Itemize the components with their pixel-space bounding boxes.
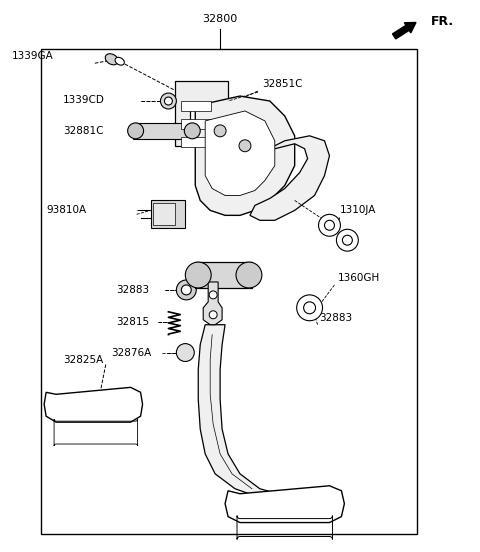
- Polygon shape: [153, 204, 175, 225]
- Circle shape: [239, 140, 251, 152]
- Bar: [41, 49, 417, 533]
- Ellipse shape: [115, 57, 124, 65]
- Bar: [181, 137, 211, 147]
- Polygon shape: [205, 111, 275, 195]
- Circle shape: [214, 125, 226, 137]
- Text: FR.: FR.: [431, 15, 454, 28]
- Text: 1339GA: 1339GA: [12, 51, 53, 61]
- Circle shape: [297, 295, 323, 321]
- Polygon shape: [44, 388, 143, 422]
- Polygon shape: [250, 136, 329, 220]
- Circle shape: [304, 302, 315, 314]
- Circle shape: [176, 343, 194, 362]
- Bar: [181, 101, 211, 111]
- Polygon shape: [195, 96, 295, 215]
- Circle shape: [236, 262, 262, 288]
- Text: 32883: 32883: [116, 285, 149, 295]
- Ellipse shape: [105, 54, 118, 65]
- Polygon shape: [225, 486, 344, 523]
- Circle shape: [209, 291, 217, 299]
- Text: 32815: 32815: [116, 317, 149, 327]
- Circle shape: [181, 285, 192, 295]
- Polygon shape: [198, 325, 305, 496]
- Polygon shape: [132, 123, 195, 139]
- Circle shape: [128, 123, 144, 139]
- Bar: [181, 119, 211, 129]
- Text: 1310JA: 1310JA: [339, 205, 376, 215]
- Circle shape: [342, 235, 352, 245]
- Text: 32825A: 32825A: [63, 354, 103, 364]
- Text: 32883: 32883: [320, 313, 353, 323]
- Circle shape: [324, 220, 335, 230]
- Text: 32876A: 32876A: [111, 348, 151, 358]
- Polygon shape: [175, 81, 228, 146]
- Polygon shape: [151, 200, 185, 229]
- Text: 1339CD: 1339CD: [63, 95, 105, 105]
- Polygon shape: [195, 262, 252, 288]
- Text: 32881C: 32881C: [63, 126, 104, 136]
- Circle shape: [176, 280, 196, 300]
- Circle shape: [160, 93, 176, 109]
- Polygon shape: [203, 282, 222, 325]
- Circle shape: [209, 311, 217, 319]
- Circle shape: [336, 229, 358, 251]
- Text: 32800: 32800: [203, 14, 238, 24]
- Text: 93810A: 93810A: [46, 205, 86, 215]
- Circle shape: [319, 214, 340, 236]
- Circle shape: [185, 262, 211, 288]
- Text: 32851C: 32851C: [262, 79, 302, 89]
- Circle shape: [165, 97, 172, 105]
- FancyArrow shape: [393, 23, 416, 39]
- Circle shape: [184, 123, 200, 139]
- Text: 1360GH: 1360GH: [337, 273, 380, 283]
